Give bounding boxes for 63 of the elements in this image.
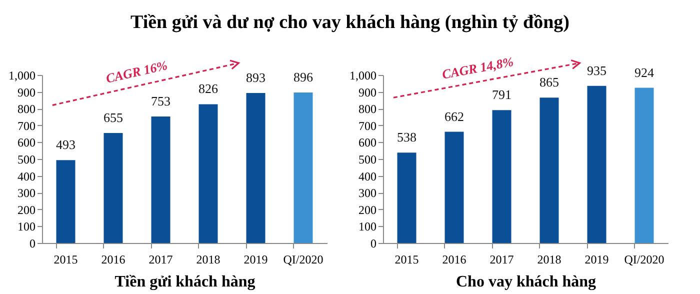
bar <box>397 152 416 243</box>
y-tick-label: 500 <box>358 152 376 166</box>
y-tick-label: 300 <box>18 186 36 200</box>
bar <box>294 92 313 243</box>
y-tick-label: 100 <box>358 220 376 234</box>
data-label: 896 <box>294 69 314 84</box>
y-tick-label: 600 <box>358 136 376 150</box>
data-label: 865 <box>540 74 559 90</box>
x-tick-label: 2015 <box>54 252 78 266</box>
y-tick-label: 200 <box>18 202 36 217</box>
x-tick-label: 2016 <box>442 252 466 266</box>
bar <box>540 98 559 243</box>
chart-title: Tiền gửi và dư nợ cho vay khách hàng (nghìn tỷ đồng) <box>130 12 570 34</box>
y-tick-label: 400 <box>18 169 36 184</box>
x-tick-label: 2018 <box>196 252 220 266</box>
data-label: 655 <box>104 110 123 125</box>
bar <box>151 116 170 243</box>
y-tick-label: 0 <box>370 236 376 250</box>
x-tick-label: 2017 <box>490 252 514 266</box>
y-tick-label: 300 <box>358 186 376 200</box>
x-axis-title: Cho vay khách hàng <box>456 274 596 290</box>
y-tick-label: 900 <box>18 85 36 100</box>
annotation: CAGR 16% <box>104 57 169 86</box>
data-label: 924 <box>634 64 654 80</box>
y-tick-label: 700 <box>18 118 36 133</box>
y-tick-label: 1,000 <box>350 68 376 82</box>
x-tick-label: 2016 <box>101 252 126 266</box>
x-tick-label: 2019 <box>244 252 268 266</box>
bar <box>444 132 464 243</box>
bar <box>492 110 512 243</box>
y-tick-label: 700 <box>358 118 376 133</box>
y-tick-label: 800 <box>358 102 376 116</box>
y-tick-label: 1,000 <box>8 68 36 82</box>
data-label: 538 <box>397 130 416 145</box>
x-tick-label: 2019 <box>584 252 609 266</box>
bar <box>56 160 76 243</box>
x-tick-label: QI/2020 <box>283 252 324 266</box>
data-label: 493 <box>56 137 76 152</box>
bar <box>104 132 123 243</box>
y-tick-label: 500 <box>18 152 36 166</box>
bar <box>198 104 218 243</box>
y-tick-label: 900 <box>358 85 376 100</box>
y-tick-label: 100 <box>18 220 36 234</box>
data-label: 753 <box>151 93 170 108</box>
y-tick-label: 400 <box>358 169 376 184</box>
y-tick-label: 600 <box>18 136 36 150</box>
x-tick-label: 2015 <box>394 252 419 266</box>
y-tick-label: 0 <box>30 236 36 250</box>
bar <box>246 92 266 243</box>
x-tick-label: QI/2020 <box>624 252 664 266</box>
annotation: CAGR 14,8% <box>440 54 515 82</box>
data-label: 826 <box>198 81 218 96</box>
bar <box>587 86 606 243</box>
y-tick-label: 200 <box>358 202 376 217</box>
data-label: 893 <box>246 70 266 85</box>
data-label: 935 <box>587 62 606 78</box>
data-label: 791 <box>492 87 512 102</box>
y-tick-label: 800 <box>18 102 36 116</box>
data-label: 662 <box>444 108 464 124</box>
bar <box>634 88 654 243</box>
x-axis-title: Tiền gửi khách hàng <box>114 274 256 290</box>
x-tick-label: 2018 <box>537 252 562 266</box>
x-tick-label: 2017 <box>148 252 173 266</box>
